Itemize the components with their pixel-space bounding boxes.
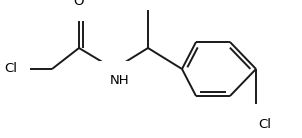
Text: O: O (74, 0, 84, 8)
Text: Cl: Cl (258, 117, 271, 131)
Text: NH: NH (110, 74, 130, 87)
Text: Cl: Cl (4, 63, 17, 75)
